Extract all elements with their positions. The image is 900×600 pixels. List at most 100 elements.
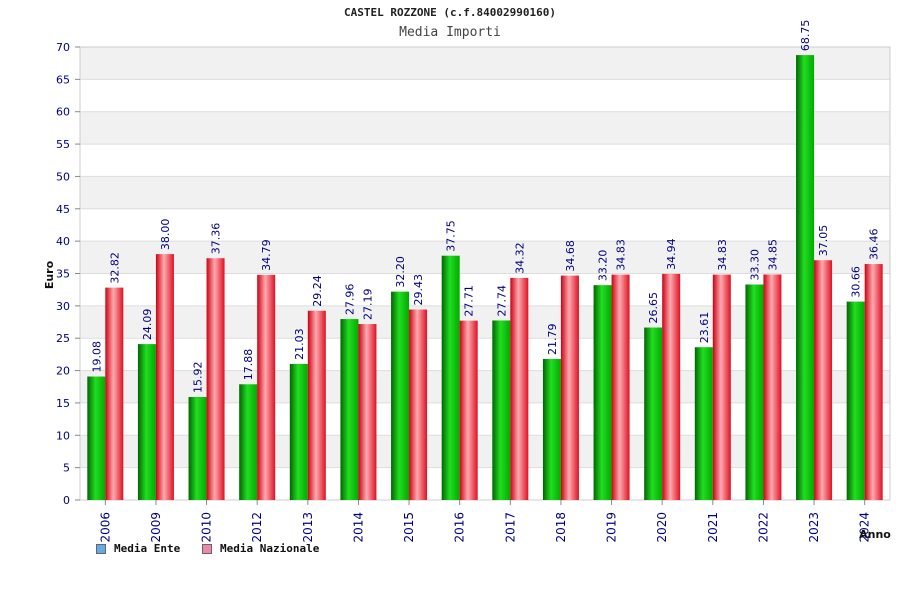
bar-media-nazionale-2021 [712,274,731,500]
data-label-media-ente-2024: 30.66 [850,266,863,298]
data-label-media-ente-2006: 19.08 [90,341,103,373]
data-label-media-nazionale-2012: 34.79 [260,239,273,271]
data-label-media-ente-2012: 17.88 [242,349,255,381]
x-tick-label: 2022 [756,512,770,543]
x-tick-label: 2020 [655,512,669,543]
x-tick-label: 2015 [402,512,416,543]
x-tick-label: 2019 [605,512,619,543]
y-tick-label: 25 [56,332,70,345]
data-label-media-nazionale-2015: 29.43 [412,274,425,306]
bar-media-nazionale-2010 [206,258,225,500]
bar-media-ente-2010 [188,396,207,500]
x-tick-label: 2014 [351,512,365,543]
y-tick-label: 5 [63,462,70,475]
y-tick-label: 65 [56,73,70,86]
y-axis-label: Euro [43,260,56,289]
x-tick-label: 2023 [807,512,821,543]
data-label-media-ente-2014: 27.96 [343,284,356,316]
bar-media-nazionale-2009 [155,254,174,500]
y-tick-label: 30 [56,300,70,313]
bar-media-ente-2014 [340,319,359,500]
bar-media-nazionale-2012 [257,274,276,500]
x-tick-label: 2012 [250,512,264,543]
bar-media-nazionale-2013 [307,310,326,500]
bar-media-ente-2012 [239,384,258,500]
bar-media-nazionale-2022 [763,274,782,500]
x-tick-label: 2024 [858,512,872,543]
data-label-media-nazionale-2021: 34.83 [716,239,729,271]
legend-item-media-ente: Media Ente [96,542,180,555]
bar-media-nazionale-2024 [864,264,883,500]
data-label-media-nazionale-2009: 38.00 [159,219,172,251]
y-tick-label: 70 [56,41,70,54]
grid-band [80,176,890,209]
data-label-media-nazionale-2022: 34.85 [766,239,779,271]
bar-media-nazionale-2023 [814,260,833,500]
bar-media-nazionale-2006 [105,287,124,500]
data-label-media-ente-2021: 23.61 [698,312,711,344]
bar-media-ente-2016 [441,255,460,500]
bar-media-ente-2019 [593,285,612,500]
x-tick-label: 2017 [503,512,517,543]
data-label-media-ente-2015: 32.20 [394,256,407,288]
chart-subtitle: Media Importi [399,25,501,40]
data-label-media-nazionale-2013: 29.24 [311,275,324,307]
bar-media-nazionale-2015 [409,309,428,500]
bar-media-ente-2018 [542,358,561,500]
data-label-media-nazionale-2023: 37.05 [817,225,830,257]
y-tick-label: 50 [56,170,70,183]
data-label-media-ente-2018: 21.79 [546,323,559,355]
legend-label-media-nazionale: Media Nazionale [220,542,320,555]
data-label-media-nazionale-2018: 34.68 [564,240,577,272]
bar-media-ente-2020 [644,327,663,500]
y-tick-label: 55 [56,138,70,151]
y-tick-label: 15 [56,397,70,410]
bar-media-nazionale-2016 [459,320,478,500]
legend-swatch-media-nazionale [202,543,212,554]
data-label-media-ente-2022: 33.30 [748,249,761,281]
data-label-media-nazionale-2020: 34.94 [665,238,678,270]
x-tick-label: 2013 [301,512,315,543]
bar-media-nazionale-2018 [560,275,579,500]
data-label-media-ente-2010: 15.92 [192,361,205,393]
y-tick-label: 10 [56,429,70,442]
bar-media-nazionale-2020 [662,273,681,500]
data-label-media-ente-2016: 37.75 [445,220,458,252]
y-tick-label: 45 [56,203,70,216]
y-tick-label: 20 [56,365,70,378]
data-label-media-ente-2023: 68.75 [799,20,812,52]
data-label-media-nazionale-2010: 37.36 [210,223,223,255]
data-label-media-nazionale-2016: 27.71 [463,285,476,317]
bar-media-nazionale-2019 [611,274,630,500]
data-label-media-ente-2017: 27.74 [495,285,508,317]
bar-media-ente-2023 [796,55,815,500]
x-tick-label: 2018 [554,512,568,543]
bar-media-nazionale-2017 [510,277,529,500]
legend-label-media-ente: Media Ente [114,542,181,555]
data-label-media-nazionale-2014: 27.19 [361,289,374,321]
data-label-media-ente-2020: 26.65 [647,292,660,324]
data-label-media-ente-2013: 21.03 [293,328,306,360]
legend-swatch-media-ente [96,543,106,554]
y-tick-label: 60 [56,106,70,119]
x-tick-label: 2009 [149,512,163,543]
bar-media-ente-2022 [745,284,764,500]
data-label-media-nazionale-2006: 32.82 [108,252,121,284]
x-tick-label: 2010 [200,512,214,543]
data-label-media-ente-2009: 24.09 [141,309,154,341]
bar-media-nazionale-2014 [358,324,377,500]
bar-media-ente-2009 [137,344,156,500]
x-axis-label: Anno [859,528,891,541]
y-tick-label: 40 [56,235,70,248]
bar-media-ente-2006 [87,376,106,500]
legend-item-media-nazionale: Media Nazionale [202,542,319,555]
bar-media-ente-2021 [694,347,713,500]
y-tick-label: 35 [56,268,70,281]
bar-media-ente-2017 [492,320,511,500]
grid-band [80,47,890,80]
bar-media-ente-2015 [391,291,410,500]
data-label-media-nazionale-2019: 34.83 [615,239,628,271]
grid-band [80,111,890,145]
